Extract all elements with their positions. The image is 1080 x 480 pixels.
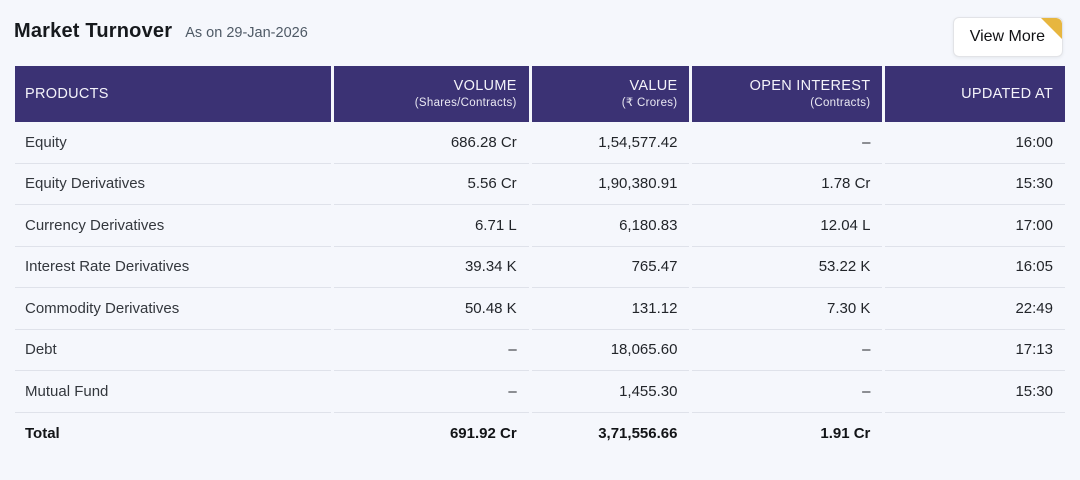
open-interest-cell: 53.22 K	[692, 247, 883, 288]
column-header-value: VALUE (₹ Crores)	[531, 66, 690, 122]
volume-cell: 686.28 Cr	[333, 122, 529, 164]
updated-at-cell: 17:00	[885, 205, 1065, 247]
value-cell: 765.47	[531, 247, 690, 288]
column-header-open-interest: OPEN INTEREST (Contracts)	[692, 66, 883, 122]
product-cell: Equity	[15, 122, 331, 164]
value-cell: 1,455.30	[531, 371, 690, 413]
total-volume-cell: 691.92 Cr	[449, 424, 517, 442]
total-label-cell: Total	[25, 424, 60, 442]
updated-at-cell: 17:13	[885, 330, 1065, 371]
table-row: Commodity Derivatives 50.48 K 131.12 7.3…	[15, 288, 1065, 330]
value-cell: 1,54,577.42	[531, 122, 690, 164]
total-value-cell: 3,71,556.66	[598, 424, 678, 442]
table-footer: Total 691.92 Cr 3,71,556.66 1.91 Cr	[15, 413, 1065, 455]
view-more-button[interactable]: View More	[952, 17, 1063, 57]
value-cell: 18,065.60	[531, 330, 690, 371]
table-row: Equity Derivatives 5.56 Cr 1,90,380.91 1…	[15, 164, 1065, 205]
open-interest-cell: 12.04 L	[692, 205, 883, 247]
total-updated-cell	[885, 413, 1065, 455]
open-interest-cell: –	[692, 330, 883, 371]
column-subheader-volume: (Shares/Contracts)	[414, 96, 517, 109]
volume-cell: –	[333, 371, 529, 413]
market-turnover-table: PRODUCTS VOLUME (Shares/Contracts) VALUE…	[12, 66, 1068, 454]
open-interest-cell: 7.30 K	[692, 288, 883, 330]
column-subheader-value: (₹ Crores)	[621, 96, 678, 109]
updated-at-cell: 15:30	[885, 164, 1065, 205]
total-row: Total 691.92 Cr 3,71,556.66 1.91 Cr	[15, 413, 1065, 455]
updated-at-cell: 15:30	[885, 371, 1065, 413]
as-on-date: As on 29-Jan-2026	[185, 25, 308, 41]
open-interest-cell: –	[692, 122, 883, 164]
table-header: PRODUCTS VOLUME (Shares/Contracts) VALUE…	[15, 66, 1065, 122]
volume-cell: 50.48 K	[333, 288, 529, 330]
column-header-products: PRODUCTS	[15, 66, 331, 122]
column-header-updated-at: UPDATED AT	[885, 66, 1065, 122]
table-row: Equity 686.28 Cr 1,54,577.42 – 16:00	[15, 122, 1065, 164]
market-turnover-table-wrap: PRODUCTS VOLUME (Shares/Contracts) VALUE…	[12, 66, 1068, 454]
value-cell: 131.12	[531, 288, 690, 330]
table-row: Debt – 18,065.60 – 17:13	[15, 330, 1065, 371]
open-interest-cell: 1.78 Cr	[692, 164, 883, 205]
table-row: Interest Rate Derivatives 39.34 K 765.47…	[15, 247, 1065, 288]
updated-at-cell: 16:00	[885, 122, 1065, 164]
volume-cell: 39.34 K	[333, 247, 529, 288]
value-cell: 6,180.83	[531, 205, 690, 247]
open-interest-cell: –	[692, 371, 883, 413]
section-header: Market Turnover As on 29-Jan-2026	[0, 0, 1080, 66]
table-row: Currency Derivatives 6.71 L 6,180.83 12.…	[15, 205, 1065, 247]
product-cell: Debt	[15, 330, 331, 371]
table-body: Equity 686.28 Cr 1,54,577.42 – 16:00 Equ…	[15, 122, 1065, 413]
total-oi-cell: 1.91 Cr	[820, 424, 871, 442]
page-title: Market Turnover	[14, 20, 173, 42]
column-header-volume: VOLUME (Shares/Contracts)	[333, 66, 529, 122]
volume-cell: –	[333, 330, 529, 371]
volume-cell: 5.56 Cr	[333, 164, 529, 205]
product-cell: Equity Derivatives	[15, 164, 331, 205]
updated-at-cell: 22:49	[885, 288, 1065, 330]
updated-at-cell: 16:05	[885, 247, 1065, 288]
table-row: Mutual Fund – 1,455.30 – 15:30	[15, 371, 1065, 413]
product-cell: Mutual Fund	[15, 371, 331, 413]
product-cell: Interest Rate Derivatives	[15, 247, 331, 288]
value-cell: 1,90,380.91	[531, 164, 690, 205]
volume-cell: 6.71 L	[333, 205, 529, 247]
column-subheader-open-interest: (Contracts)	[810, 96, 871, 109]
view-more-label: View More	[969, 28, 1045, 45]
product-cell: Commodity Derivatives	[15, 288, 331, 330]
product-cell: Currency Derivatives	[15, 205, 331, 247]
